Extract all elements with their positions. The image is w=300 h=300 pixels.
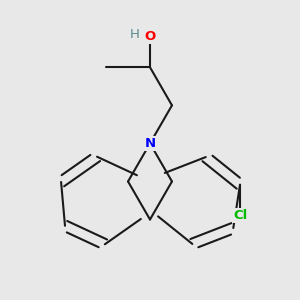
Text: O: O xyxy=(144,30,156,43)
Text: N: N xyxy=(144,137,156,150)
Text: Cl: Cl xyxy=(233,209,247,222)
Text: H: H xyxy=(130,28,140,41)
